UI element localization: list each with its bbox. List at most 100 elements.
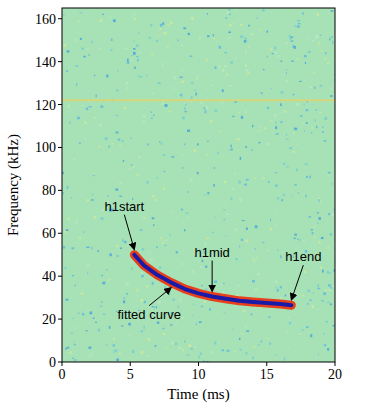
noise-speck	[260, 340, 262, 342]
noise-speck	[182, 116, 185, 119]
noise-speck	[99, 47, 101, 50]
noise-speck	[136, 56, 139, 57]
noise-speck	[139, 156, 140, 159]
noise-speck	[207, 141, 209, 142]
noise-speck	[264, 128, 267, 129]
noise-speck	[326, 347, 328, 348]
noise-speck	[224, 181, 226, 183]
noise-speck	[315, 236, 316, 239]
noise-speck	[192, 270, 194, 272]
noise-speck	[283, 194, 285, 196]
noise-speck	[163, 154, 166, 156]
noise-speck	[321, 237, 324, 239]
noise-speck	[213, 167, 215, 169]
noise-speck	[87, 309, 89, 311]
noise-speck	[226, 74, 228, 76]
noise-speck	[233, 329, 234, 330]
noise-speck	[296, 103, 299, 106]
noise-speck	[231, 145, 232, 148]
noise-speck	[191, 96, 193, 99]
noise-speck	[164, 104, 167, 107]
y-tick	[58, 276, 62, 277]
noise-speck	[76, 83, 77, 85]
noise-speck	[152, 217, 154, 218]
noise-speck	[123, 298, 125, 299]
noise-speck	[195, 346, 196, 348]
noise-speck	[267, 107, 269, 109]
noise-speck	[270, 48, 272, 50]
noise-speck	[331, 213, 334, 216]
noise-speck	[304, 55, 307, 57]
noise-speck	[324, 344, 326, 346]
noise-speck	[228, 9, 231, 11]
noise-speck	[285, 80, 287, 82]
noise-speck	[162, 63, 164, 65]
noise-speck	[204, 300, 206, 303]
noise-speck	[278, 55, 280, 57]
noise-speck	[144, 301, 146, 303]
noise-speck	[115, 349, 117, 351]
noise-speck	[77, 117, 80, 119]
noise-speck	[308, 51, 311, 53]
noise-speck	[302, 12, 304, 14]
noise-speck	[294, 25, 295, 27]
noise-speck	[310, 334, 312, 337]
y-tick-label: 20	[42, 312, 56, 327]
annotation-arrow	[124, 215, 134, 250]
noise-speck	[118, 266, 119, 268]
noise-speck	[85, 137, 86, 139]
noise-speck	[146, 74, 147, 76]
noise-speck	[64, 231, 67, 233]
noise-speck	[116, 359, 119, 362]
noise-speck	[270, 228, 272, 230]
noise-speck	[305, 62, 306, 64]
noise-speck	[287, 166, 289, 167]
noise-speck	[223, 312, 225, 313]
noise-speck	[124, 241, 126, 243]
y-tick	[58, 319, 62, 320]
noise-speck	[204, 110, 206, 113]
noise-speck	[207, 35, 210, 37]
background-noise	[62, 9, 335, 362]
noise-speck	[327, 247, 329, 249]
noise-speck	[84, 121, 86, 124]
noise-speck	[214, 342, 216, 345]
noise-speck	[283, 163, 285, 165]
noise-speck	[246, 69, 249, 71]
noise-speck	[251, 149, 253, 151]
noise-speck	[86, 49, 89, 51]
noise-speck	[106, 75, 108, 78]
noise-speck	[317, 212, 319, 213]
noise-speck	[316, 126, 317, 129]
noise-speck	[329, 38, 330, 40]
noise-speck	[137, 59, 139, 61]
noise-speck	[276, 354, 277, 356]
noise-speck	[86, 108, 88, 111]
noise-speck	[220, 130, 222, 132]
noise-speck	[109, 16, 110, 18]
noise-speck	[241, 239, 243, 241]
noise-speck	[328, 172, 331, 174]
noise-speck	[191, 82, 193, 83]
noise-speck	[148, 37, 151, 39]
noise-speck	[119, 145, 121, 146]
y-tick-label: 0	[49, 355, 56, 370]
noise-speck	[318, 199, 320, 202]
noise-speck	[289, 322, 291, 324]
noise-speck	[164, 286, 166, 288]
noise-speck	[87, 272, 88, 274]
noise-speck	[213, 184, 214, 187]
noise-speck	[97, 250, 99, 252]
noise-speck	[207, 13, 208, 15]
noise-speck	[162, 242, 164, 244]
noise-speck	[294, 234, 297, 236]
noise-speck	[91, 247, 93, 249]
noise-speck	[92, 175, 94, 177]
noise-speck	[182, 349, 184, 351]
noise-speck	[328, 213, 330, 215]
noise-speck	[67, 218, 70, 220]
noise-speck	[162, 328, 164, 329]
noise-speck	[158, 82, 161, 84]
noise-speck	[201, 306, 203, 307]
noise-speck	[207, 98, 208, 100]
